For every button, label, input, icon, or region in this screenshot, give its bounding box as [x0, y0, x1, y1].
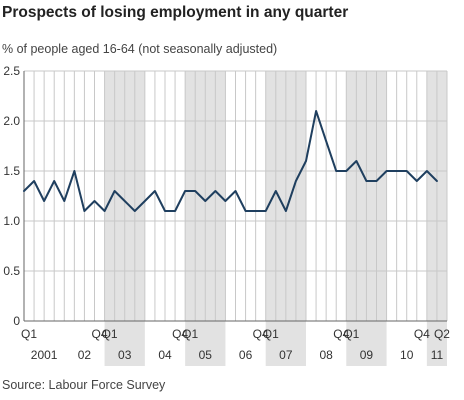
quarter-tick-label: Q1: [182, 327, 198, 341]
y-tick-label: 2.0: [3, 114, 20, 128]
year-tick-label: 03: [118, 348, 132, 362]
year-tick-label: 11: [431, 348, 444, 362]
y-tick-label: 0: [13, 314, 20, 328]
year-tick-label: 02: [78, 348, 92, 362]
chart-title: Prospects of losing employment in any qu…: [2, 4, 349, 21]
quarter-tick-label: Q2: [434, 327, 450, 341]
quarter-tick-label: Q1: [343, 327, 359, 341]
quarter-tick-label: Q4: [172, 327, 188, 341]
year-tick-label: 06: [239, 348, 253, 362]
quarter-tick-label: Q4: [414, 327, 430, 341]
year-tick-label: 05: [199, 348, 213, 362]
quarter-tick-label: Q1: [263, 327, 279, 341]
quarter-tick-label: Q4: [253, 327, 269, 341]
series-line-0: [23, 110, 438, 212]
year-tick-label: 04: [158, 348, 172, 362]
year-tick-label: 08: [319, 348, 333, 362]
year-tick-label: 2001: [31, 348, 58, 362]
year-tick-label: 10: [400, 348, 414, 362]
y-tick-label: 1.0: [3, 214, 20, 228]
chart-source: Source: Labour Force Survey: [2, 378, 166, 392]
quarter-tick-label: Q1: [102, 327, 118, 341]
y-tick-label: 2.5: [3, 64, 20, 78]
axes: [23, 71, 447, 322]
year-tick-label: 07: [279, 348, 293, 362]
quarter-tick-label: Q4: [333, 327, 349, 341]
chart-subtitle: % of people aged 16-64 (not seasonally a…: [2, 42, 278, 56]
series-line-group: [23, 110, 438, 212]
year-tick-label: 09: [360, 348, 374, 362]
quarter-tick-label: Q1: [21, 327, 37, 341]
quarter-tick-label: Q4: [92, 327, 108, 341]
y-tick-label: 0.5: [3, 264, 20, 278]
y-tick-label: 1.5: [3, 164, 20, 178]
